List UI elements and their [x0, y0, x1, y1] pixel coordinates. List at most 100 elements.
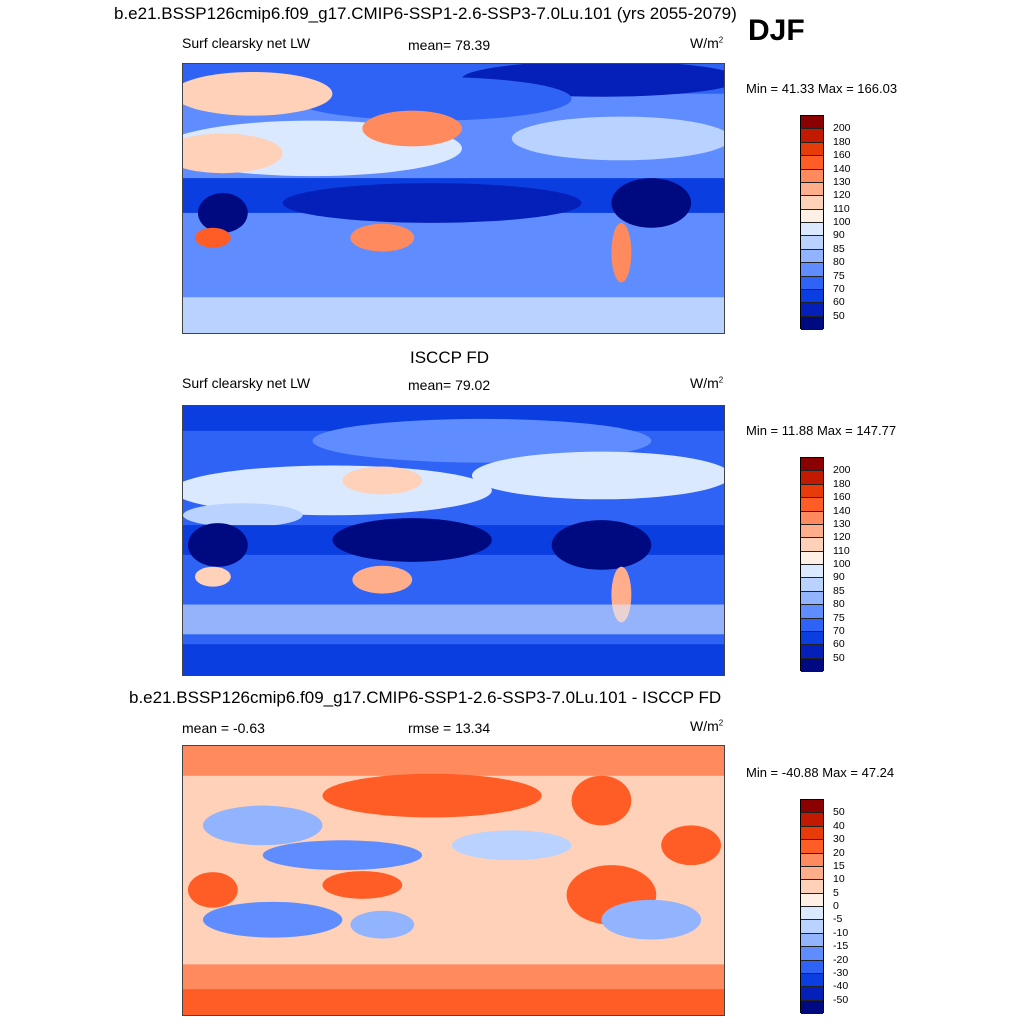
panel3-minmax: Min = -40.88 Max = 47.24 [746, 765, 895, 780]
colorbar-tick-label: 50 [833, 309, 845, 322]
colorbar-tick-label: 180 [833, 477, 851, 490]
colorbar-swatch [801, 538, 823, 552]
colorbar-tick-label: 50 [833, 806, 845, 819]
colorbar-swatch [801, 156, 823, 170]
panel1-variable-label: Surf clearsky net LW [182, 35, 311, 51]
colorbar-swatch [801, 933, 823, 948]
panel1-mean-label: mean= 78.39 [408, 37, 491, 53]
colorbar-tick-label: -50 [833, 993, 849, 1006]
colorbar-swatch [801, 960, 823, 974]
colorbar-tick-label: -40 [833, 980, 849, 993]
panel3-title: b.e21.BSSP126cmip6.f09_g17.CMIP6-SSP1-2.… [129, 688, 722, 707]
colorbar-swatch [801, 116, 823, 130]
colorbar-swatch [801, 578, 823, 592]
panel2-minmax: Min = 11.88 Max = 147.77 [746, 423, 897, 438]
colorbar-swatch [801, 605, 823, 619]
panel2-units: W/m2 [690, 375, 724, 391]
colorbar-swatch [801, 631, 823, 646]
panel3-map-field [183, 746, 724, 1015]
colorbar-swatch [801, 880, 823, 894]
colorbar-swatch [801, 129, 823, 143]
panel2-variable-label: Surf clearsky net LW [182, 375, 311, 391]
colorbar-tick-label: -10 [833, 926, 849, 939]
colorbar-swatch [801, 249, 823, 264]
colorbar-tick-label: 140 [833, 504, 851, 517]
colorbar-swatch [801, 223, 823, 237]
colorbar-swatch [801, 484, 823, 499]
colorbar-swatch [801, 471, 823, 485]
colorbar-tick-label: -5 [833, 913, 843, 926]
colorbar-tick-label: 140 [833, 162, 851, 175]
colorbar-swatch [801, 907, 823, 921]
colorbar-swatch [801, 316, 823, 330]
panel2-title: ISCCP FD [410, 348, 490, 367]
colorbar-swatch [801, 813, 823, 827]
panel2-map-field [183, 406, 724, 675]
colorbar-tick-label: 100 [833, 558, 851, 570]
panel3-map [182, 745, 725, 1016]
colorbar-swatch [801, 142, 823, 157]
colorbar-swatch [801, 893, 823, 907]
colorbar-swatch [801, 973, 823, 988]
panel1-minmax: Min = 41.33 Max = 166.03 [746, 81, 898, 96]
colorbar-swatch [801, 920, 823, 934]
panel3-mean-label: mean = -0.63 [182, 720, 265, 736]
colorbar-tick-label: 100 [833, 216, 851, 228]
colorbar-tick-label: 85 [833, 584, 845, 597]
colorbar-tick-label: 80 [833, 256, 845, 269]
colorbar-swatch [801, 866, 823, 881]
colorbar-swatch [801, 209, 823, 223]
colorbar-tick-label: 90 [833, 229, 845, 242]
colorbar-tick-label: 70 [833, 624, 845, 637]
colorbar-swatch [801, 618, 823, 632]
colorbar-tick-label: -30 [833, 966, 849, 979]
colorbar-swatch [801, 303, 823, 317]
colorbar-tick-label: 0 [833, 900, 839, 912]
colorbar-swatch [801, 524, 823, 539]
colorbar-tick-label: 160 [833, 491, 851, 504]
colorbar-tick-label: 130 [833, 175, 851, 188]
panel2-mean-label: mean= 79.02 [408, 377, 491, 393]
colorbar-swatch [801, 276, 823, 290]
colorbar-tick-label: 60 [833, 638, 845, 651]
colorbar-swatch [801, 498, 823, 512]
panel2-map [182, 405, 725, 676]
colorbar-swatch [801, 1000, 823, 1014]
colorbar-tick-label: 75 [833, 611, 845, 624]
colorbar-swatch [801, 800, 823, 814]
colorbar-tick-label: 130 [833, 517, 851, 530]
colorbar-swatch [801, 826, 823, 841]
colorbar-swatch [801, 196, 823, 210]
colorbar-tick-label: 80 [833, 598, 845, 611]
colorbar-tick-label: 160 [833, 149, 851, 162]
colorbar-swatch [801, 840, 823, 854]
colorbar-swatch [801, 236, 823, 250]
colorbar-tick-label: 110 [833, 202, 850, 215]
colorbar-tick-label: 110 [833, 544, 850, 557]
colorbar-tick-label: 50 [833, 651, 845, 664]
colorbar-swatch [801, 947, 823, 961]
panel1-map [182, 63, 725, 334]
panel1-map-field [183, 64, 724, 333]
colorbar-swatch [801, 853, 823, 867]
colorbar-tick-label: 120 [833, 531, 851, 544]
colorbar-swatch [801, 458, 823, 472]
colorbar-tick-label: 5 [833, 886, 839, 899]
colorbar-swatch [801, 182, 823, 197]
colorbar-tick-label: 10 [833, 873, 845, 886]
colorbar-swatch [801, 987, 823, 1001]
colorbar-tick-label: -15 [833, 940, 849, 953]
season-label: DJF [748, 14, 805, 47]
panel3-colorbar [800, 799, 824, 1014]
colorbar-tick-label: 85 [833, 242, 845, 255]
colorbar-tick-label: 15 [833, 859, 845, 872]
colorbar-tick-label: 30 [833, 833, 845, 846]
colorbar-tick-label: 70 [833, 282, 845, 295]
colorbar-swatch [801, 289, 823, 304]
colorbar-tick-label: 40 [833, 819, 845, 832]
colorbar-swatch [801, 511, 823, 525]
colorbar-swatch [801, 591, 823, 606]
panel1-title: b.e21.BSSP126cmip6.f09_g17.CMIP6-SSP1-2.… [114, 4, 737, 23]
colorbar-swatch [801, 645, 823, 659]
panel3-units: W/m2 [690, 718, 724, 734]
